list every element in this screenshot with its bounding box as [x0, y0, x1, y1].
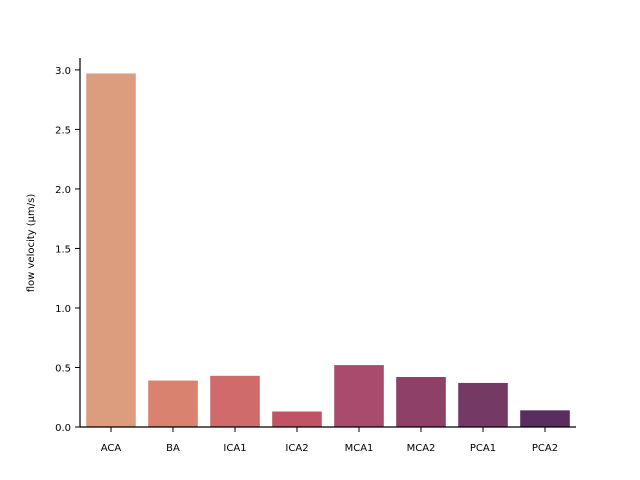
y-tick-label: 0.5	[55, 363, 71, 374]
bar-pca1	[458, 382, 508, 427]
y-tick-label: 0.0	[55, 423, 71, 434]
y-tick-label: 3.0	[55, 66, 71, 77]
bar-mca1	[334, 365, 384, 427]
x-tick-label: PCA1	[470, 443, 496, 454]
bar-pca2	[520, 410, 570, 427]
x-tick-label: ICA2	[285, 443, 308, 454]
x-tick-label: MCA1	[345, 443, 374, 454]
y-tick-label: 1.5	[55, 244, 71, 255]
y-axis-ticks: 0.0 0.5 1.0 1.5 2.0 2.5 3.0	[55, 66, 80, 434]
bar-ba	[148, 380, 198, 427]
x-tick-label: MCA2	[407, 443, 436, 454]
x-axis-ticks: ACA BA ICA1 ICA2 MCA1 MCA2 PCA1 PCA2	[101, 427, 558, 454]
bars-group	[86, 73, 570, 428]
y-tick-label: 2.5	[55, 125, 71, 136]
x-tick-label: PCA2	[532, 443, 558, 454]
bar-ica1	[210, 375, 260, 427]
bar-mca2	[396, 377, 446, 427]
y-tick-label: 2.0	[55, 185, 71, 196]
x-tick-label: ACA	[101, 443, 122, 454]
y-tick-label: 1.0	[55, 304, 71, 315]
y-axis-label: flow velocity (µm/s)	[26, 194, 37, 293]
bar-aca	[86, 73, 136, 428]
bar-ica2	[272, 411, 322, 427]
x-tick-label: ICA1	[223, 443, 246, 454]
x-tick-label: BA	[166, 443, 180, 454]
